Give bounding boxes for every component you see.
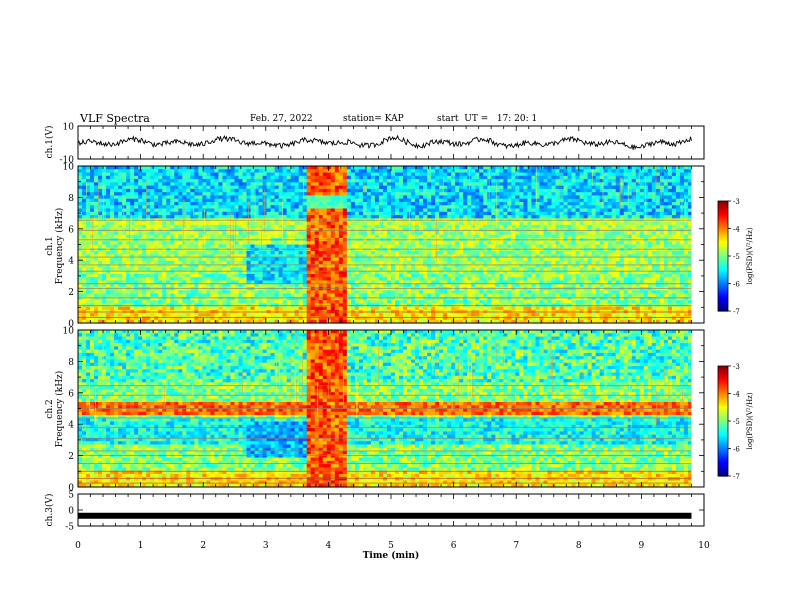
spectrogram-1 [78, 166, 704, 324]
colorbar-tick-label: -3 [733, 363, 740, 371]
xtick-label: 6 [451, 541, 457, 551]
ytick-label-ch3: 0 [68, 507, 74, 517]
ch1-ylabel: ch.1(V) [44, 126, 55, 159]
colorbar-tick-label: -4 [733, 391, 740, 399]
ch2-spectro-ylabel-2: Frequency (kHz) [54, 371, 65, 448]
ch3-ylabel: ch.3(V) [44, 494, 55, 527]
ch1-spectro-ylabel-1: ch.1 [45, 236, 55, 255]
ytick-label-s2: 0 [68, 484, 74, 494]
ytick-label-s2: 4 [68, 421, 74, 431]
xtick-label: 7 [513, 541, 519, 551]
ytick-label-ch1: -10 [60, 156, 75, 166]
colorbar-tick-label: -4 [733, 226, 740, 234]
xtick-label: 5 [388, 541, 394, 551]
start-ut-label: start UT = 17: 20: 1 [437, 114, 538, 124]
ytick-label-s2: 6 [68, 389, 74, 399]
colorbar-tick-label: -7 [733, 473, 740, 481]
xtick-label: 4 [326, 541, 332, 551]
colorbar-tick-label: -5 [733, 418, 740, 426]
xaxis-label: Time (min) [363, 550, 420, 561]
colorbar-tick-label: -6 [733, 281, 740, 289]
xtick-label: 0 [75, 541, 81, 551]
xtick-label: 3 [263, 541, 269, 551]
colorbar-tick-label: -6 [733, 446, 740, 454]
xtick-label: 9 [639, 541, 645, 551]
ytick-label-ch3: -5 [65, 523, 74, 533]
xtick-label: 2 [200, 541, 206, 551]
ytick-label-s1: 4 [68, 257, 74, 267]
ytick-label-s1: 2 [68, 288, 74, 298]
colorbar-tick-label: -7 [733, 308, 740, 316]
ch2-spectro-ylabel-1: ch.2 [45, 399, 55, 418]
ch3-trace [78, 512, 692, 519]
ytick-label-s2: 8 [68, 358, 74, 368]
colorbar-tick-label: -5 [733, 253, 740, 261]
station-label: station= KAP [343, 114, 404, 124]
chart-title: VLF Spectra [80, 112, 150, 125]
ytick-label-s1: 10 [63, 163, 75, 173]
ytick-label-ch1: 10 [63, 123, 75, 133]
ytick-label-s2: 10 [63, 327, 75, 337]
colorbar-ch1: -3 -4 -5 -6 -7 log(PSD)(V²/Hz) [717, 198, 754, 316]
ytick-label-s1: 8 [68, 194, 74, 204]
colorbar-label: log(PSD)(V²/Hz) [746, 392, 754, 449]
colorbar-label: log(PSD)(V²/Hz) [746, 227, 754, 284]
colorbar-ch2: -3 -4 -5 -6 -7 log(PSD)(V²/Hz) [717, 363, 754, 481]
ytick-label-ch3: 5 [68, 491, 74, 501]
ytick-label-s1: 0 [68, 320, 74, 330]
xtick-label: 1 [138, 541, 144, 551]
ytick-label-s2: 2 [68, 452, 74, 462]
spectrogram-2 [78, 330, 704, 488]
colorbar-tick-label: -3 [733, 198, 740, 206]
date-label: Feb. 27, 2022 [250, 114, 313, 124]
xtick-label: 8 [576, 541, 582, 551]
ch1-spectro-ylabel-2: Frequency (kHz) [54, 208, 65, 285]
ytick-label-s1: 6 [68, 225, 74, 235]
ch1-waveform-line [77, 134, 692, 151]
xtick-label: 10 [698, 541, 710, 551]
